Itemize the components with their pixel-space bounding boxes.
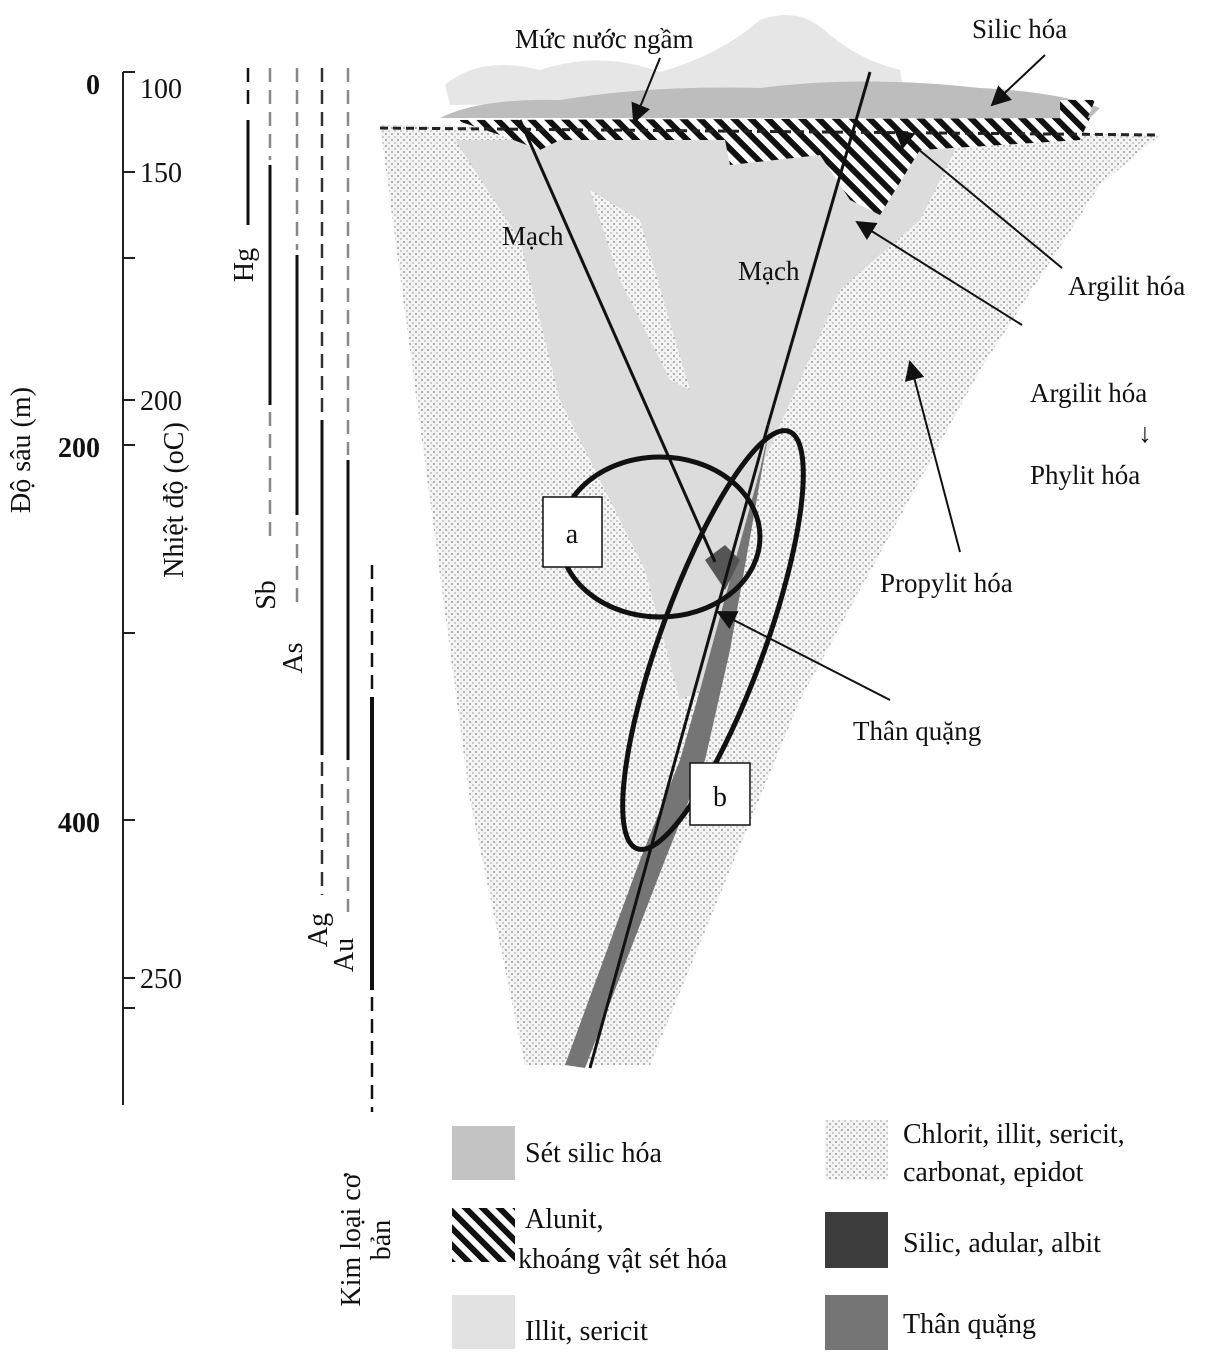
temp-tick: 200	[140, 386, 182, 417]
element-label: Hg	[229, 248, 260, 282]
diagram: 0 200 400 100 150 200 250 Độ sâu (m) Nhi…	[0, 0, 1214, 1356]
element-label: Au	[329, 938, 360, 972]
legend-label: Alunit,	[525, 1204, 604, 1235]
legend-label: Thân quặng	[903, 1309, 1036, 1340]
argilit-label: Argilit hóa	[1030, 378, 1147, 408]
depth-tick: 400	[58, 808, 100, 839]
element-label: Sb	[251, 580, 282, 610]
temp-tick: 150	[140, 158, 182, 189]
arrow-down: ↓	[1138, 418, 1152, 448]
temp-axis-label: Nhiệt độ (oC)	[159, 422, 190, 578]
temp-tick: 100	[140, 74, 182, 105]
water-table-label: Mức nước ngầm	[515, 24, 694, 54]
temp-tick: 250	[140, 964, 182, 995]
depth-tick: 200	[58, 433, 100, 464]
legend-label: carbonat, epidot	[903, 1157, 1084, 1188]
axis	[123, 72, 135, 1105]
legend-label: Illit, sericit	[525, 1316, 648, 1347]
depth-axis-label: Độ sâu (m)	[6, 387, 37, 513]
vein-label: Mạch	[738, 256, 800, 286]
base-metals-label: Kim loại cơ	[336, 1172, 367, 1306]
legend-label: khoáng vật sét hóa	[518, 1244, 728, 1275]
phylit-label: Phylit hóa	[1030, 460, 1140, 490]
vein-label: Mạch	[502, 221, 564, 251]
legend-label: Silic, adular, albit	[903, 1228, 1101, 1259]
propylit-label: Propylit hóa	[880, 568, 1013, 598]
base-metals-label: bản	[366, 1220, 397, 1260]
legend-label: Sét silic hóa	[525, 1138, 662, 1169]
depth-tick: 0	[86, 70, 100, 101]
legend	[452, 1120, 888, 1350]
element-label: As	[278, 642, 309, 673]
zone-label: a	[566, 519, 579, 550]
zone-label: b	[713, 782, 727, 813]
silic-label: Silic hóa	[972, 14, 1067, 44]
argilit-label: Argilit hóa	[1068, 271, 1185, 301]
cross-section	[380, 15, 1160, 1068]
ore-body-label: Thân quặng	[853, 716, 981, 746]
legend-label: Chlorit, illit, sericit,	[903, 1119, 1125, 1150]
